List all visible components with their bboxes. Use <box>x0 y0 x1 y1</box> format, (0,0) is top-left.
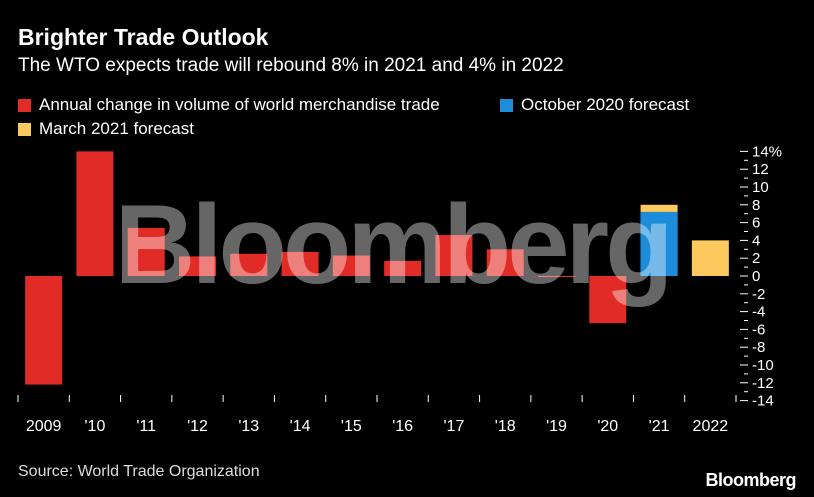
y-tick-label: 2 <box>752 250 760 267</box>
x-tick-label: '17 <box>443 418 464 435</box>
legend-swatch-red <box>18 98 31 112</box>
x-tick-label: '16 <box>392 418 413 435</box>
legend-label: Annual change in volume of world merchan… <box>39 95 440 114</box>
y-tick-label: 4 <box>752 232 760 249</box>
x-tick-label: 2022 <box>693 418 729 435</box>
legend-item-annual-change: Annual change in volume of world merchan… <box>18 95 440 115</box>
bar-2009-series-0 <box>25 276 63 385</box>
y-tick-label: 8 <box>752 197 760 214</box>
x-tick-label: '18 <box>495 418 516 435</box>
y-tick-label: -2 <box>752 286 765 303</box>
y-tick-label: 0 <box>752 268 760 285</box>
bar-2022-series-2 <box>691 240 729 276</box>
chart-title: Brighter Trade Outlook <box>18 24 269 50</box>
y-tick-label: 6 <box>752 215 760 232</box>
legend-label: March 2021 forecast <box>39 119 194 138</box>
bar-12-series-0 <box>179 256 216 276</box>
y-tick-label: -8 <box>752 339 765 356</box>
bar-16-series-0 <box>384 260 422 276</box>
x-tick-label: 2009 <box>26 418 62 435</box>
x-tick-label: '15 <box>341 418 362 435</box>
x-tick-label: '13 <box>238 418 259 435</box>
y-tick-label: -6 <box>752 321 765 338</box>
bar-20-series-0 <box>589 276 627 324</box>
bar-11-series-0 <box>127 227 165 276</box>
y-tick-label: 12 <box>752 161 769 178</box>
y-tick-label: -14 <box>752 393 774 410</box>
bloomberg-logo: Bloomberg <box>705 470 796 490</box>
x-tick-label: '20 <box>597 418 618 435</box>
legend-item-october-2020: October 2020 forecast <box>500 95 689 115</box>
bar-19-series-0 <box>538 276 575 277</box>
bar-10-series-0 <box>76 151 114 276</box>
y-tick-label: -4 <box>752 304 765 321</box>
y-tick-label: -10 <box>752 357 774 374</box>
y-tick-label: 14% <box>752 143 782 160</box>
y-tick-label: -12 <box>752 375 774 392</box>
bar-17-series-0 <box>435 235 473 276</box>
source-note: Source: World Trade Organization <box>18 463 260 480</box>
x-tick-label: '21 <box>649 418 670 435</box>
x-tick-label: '14 <box>290 418 311 435</box>
x-tick-label: '19 <box>546 418 567 435</box>
x-tick-label: '12 <box>187 418 208 435</box>
x-tick-label: '11 <box>136 418 156 435</box>
y-tick-label: 10 <box>752 179 769 196</box>
x-tick-label: '10 <box>84 418 105 435</box>
legend-swatch-blue <box>500 98 513 112</box>
chart-subtitle: The WTO expects trade will rebound 8% in… <box>18 55 564 76</box>
legend-swatch-yellow <box>18 122 31 136</box>
legend-label: October 2020 forecast <box>521 95 690 114</box>
bar-21-series-1 <box>640 211 678 276</box>
legend-item-march-2021: March 2021 forecast <box>18 119 194 139</box>
bar-15-series-0 <box>332 255 370 276</box>
watermark-text: Bloomberg <box>114 182 669 307</box>
bar-14-series-0 <box>281 251 319 276</box>
bar-13-series-0 <box>230 253 268 276</box>
bar-18-series-0 <box>486 249 524 276</box>
